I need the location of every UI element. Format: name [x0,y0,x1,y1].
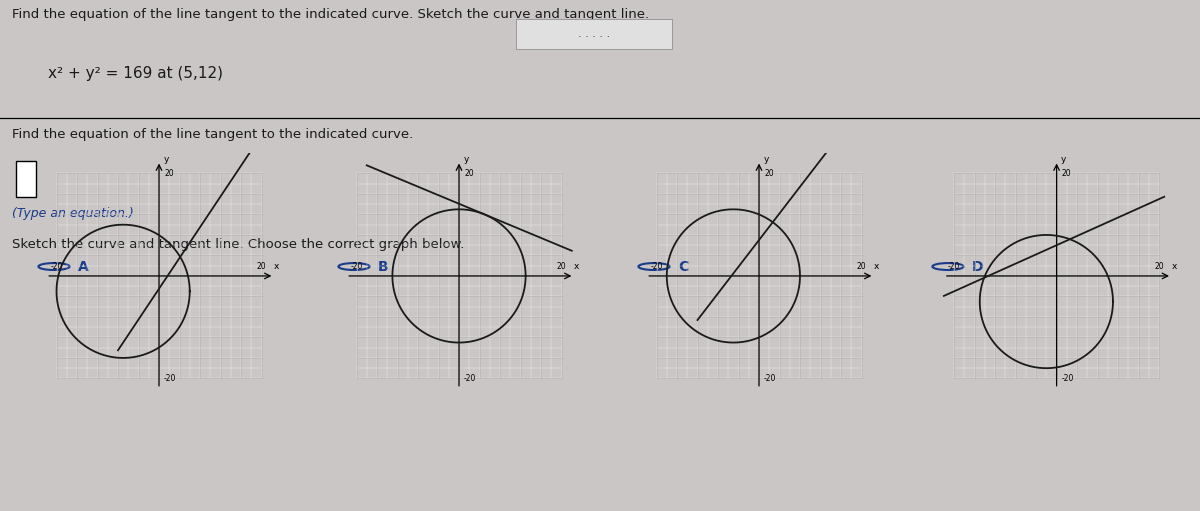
Text: . . . . .: . . . . . [578,29,610,39]
Text: x: x [274,262,280,271]
Text: 20: 20 [164,169,174,178]
Text: Find the equation of the line tangent to the indicated curve.: Find the equation of the line tangent to… [12,128,413,141]
Text: B: B [378,260,389,273]
Text: D: D [972,260,984,273]
Text: 20: 20 [857,262,866,271]
Text: A: A [78,260,89,273]
Text: y: y [763,155,769,164]
Text: x: x [1171,262,1177,271]
Text: -20: -20 [764,374,776,383]
Text: -20: -20 [164,374,176,383]
Text: C: C [678,260,689,273]
Text: -20: -20 [464,374,476,383]
Text: 20: 20 [257,262,266,271]
Text: 20: 20 [1062,169,1072,178]
Text: -20: -20 [948,262,960,271]
Text: 20: 20 [1154,262,1164,271]
Text: -20: -20 [650,262,662,271]
Text: 20: 20 [557,262,566,271]
Text: -20: -20 [1062,374,1074,383]
Bar [16,161,36,197]
Text: -20: -20 [350,262,362,271]
Text: Find the equation of the line tangent to the indicated curve. Sketch the curve a: Find the equation of the line tangent to… [12,8,649,20]
Text: (Type an equation.): (Type an equation.) [12,207,133,220]
Text: y: y [463,155,469,164]
Text: y: y [1061,155,1067,164]
Text: x: x [874,262,880,271]
Text: 20: 20 [764,169,774,178]
Text: Sketch the curve and tangent line. Choose the correct graph below.: Sketch the curve and tangent line. Choos… [12,238,464,250]
Text: x: x [574,262,580,271]
Text: -20: -20 [50,262,62,271]
Text: y: y [163,155,169,164]
Text: 20: 20 [464,169,474,178]
Text: x² + y² = 169 at (5,12): x² + y² = 169 at (5,12) [48,66,223,81]
